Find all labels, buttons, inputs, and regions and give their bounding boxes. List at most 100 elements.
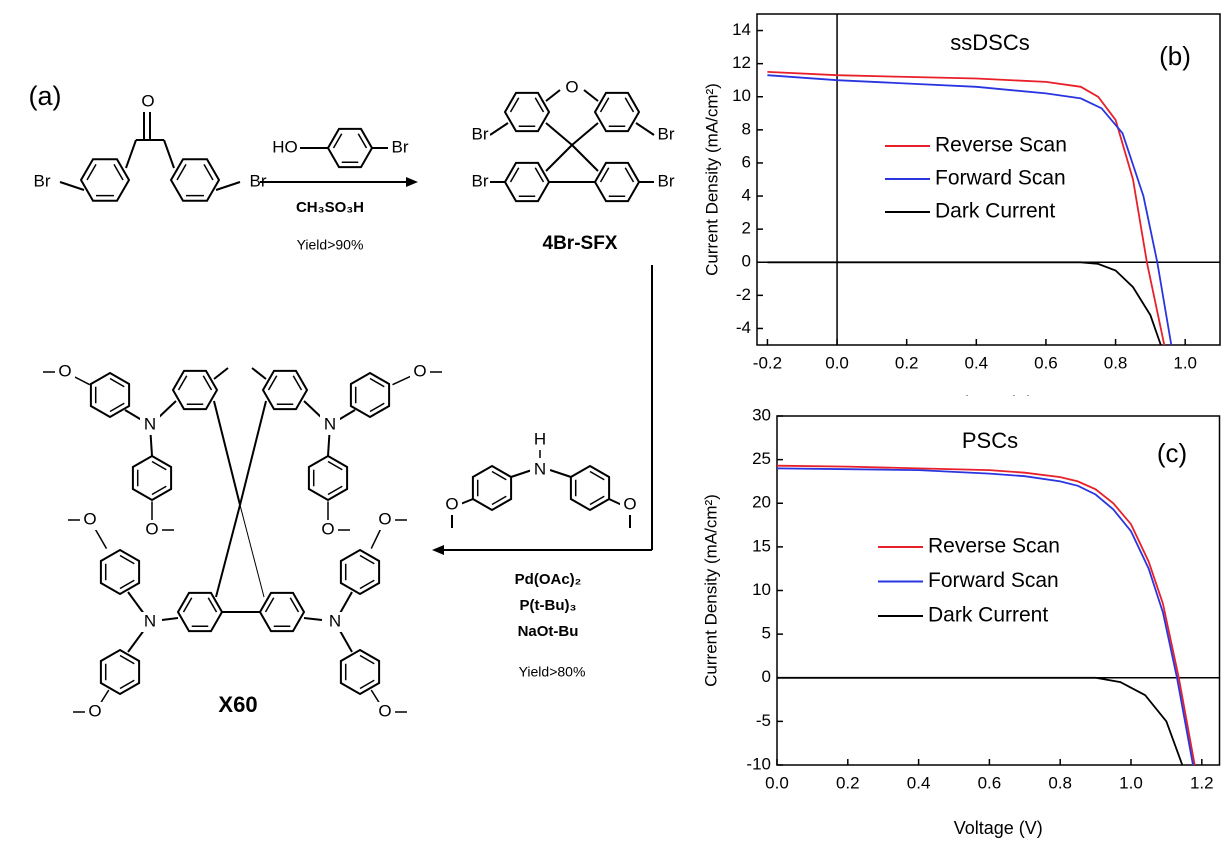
atom-label: N (144, 611, 156, 630)
atom-label: O (378, 701, 391, 720)
atom-bg (375, 702, 395, 722)
series-line (776, 464, 1196, 766)
ring (569, 464, 611, 512)
bond (327, 460, 343, 471)
ring (349, 371, 391, 419)
bond (292, 375, 303, 391)
y-tick-label: 14 (732, 20, 751, 39)
bond (332, 133, 343, 149)
ring (169, 158, 221, 202)
atom-bg (275, 138, 295, 158)
ring (503, 161, 551, 203)
ring (79, 158, 131, 202)
bond (359, 654, 375, 665)
yield: Yield>90% (297, 237, 364, 253)
bond (359, 554, 375, 565)
legend-label: Reverse Scan (935, 134, 1067, 157)
x-tick-label: 0.4 (964, 353, 988, 372)
atom-label: O (58, 361, 71, 380)
bond (491, 495, 507, 506)
ring (261, 369, 309, 411)
series-line (776, 467, 1194, 766)
panel-label: (a) (29, 81, 62, 111)
atom-bg (375, 510, 395, 530)
y-tick-label: 30 (752, 405, 771, 424)
legend-label: Reverse Scan (928, 535, 1060, 558)
atom-bg (32, 172, 52, 192)
series-line (767, 74, 1173, 346)
bond (303, 400, 323, 419)
bond (571, 144, 599, 172)
bond (357, 133, 368, 149)
x-tick-label: 0.0 (765, 773, 789, 792)
y-tick-label: 10 (732, 86, 751, 105)
legend-label: Dark Current (928, 604, 1048, 627)
atom-bg (562, 78, 582, 98)
x-tick-label: 0.0 (825, 353, 849, 372)
panel-bg (690, 396, 1231, 416)
atom-label: Br (34, 171, 51, 190)
ring (471, 464, 513, 512)
atom-bg (142, 520, 162, 540)
bond (113, 164, 124, 181)
panel-label: (b) (1159, 41, 1191, 71)
bond (549, 469, 572, 478)
ring (176, 591, 224, 633)
bond (571, 122, 599, 146)
ring (99, 648, 141, 696)
ring (89, 371, 131, 419)
atom-label: HO (272, 137, 298, 156)
bond (369, 377, 385, 388)
y-tick-label: 10 (752, 580, 771, 599)
atom-label: O (141, 91, 154, 110)
legend-label: Forward Scan (935, 167, 1066, 190)
atom-bg (80, 510, 100, 530)
bond (125, 139, 137, 169)
x-tick-label: 0.2 (895, 353, 919, 372)
bond (202, 375, 213, 391)
x-tick-label: 0.6 (1034, 353, 1058, 372)
x-axis-label: Voltage (V) (954, 818, 1043, 838)
chart-title: ssDSCs (950, 30, 1029, 55)
bond (151, 460, 167, 471)
bond (289, 597, 300, 613)
atom-label: N (324, 414, 336, 433)
y-tick-label: -2 (736, 285, 751, 304)
atom-bg (325, 612, 345, 632)
atom-bg (140, 612, 160, 632)
ring (258, 591, 306, 633)
x-tick-label: 0.8 (1104, 353, 1128, 372)
bond (109, 402, 125, 413)
bond (510, 469, 533, 478)
bond (267, 375, 278, 391)
x-tick-label: 0.6 (978, 773, 1002, 792)
ring (131, 454, 173, 502)
y-tick-label: 6 (742, 152, 751, 171)
bond (635, 122, 655, 136)
bond (239, 400, 267, 506)
bond (264, 597, 275, 613)
atom-bg (248, 172, 268, 192)
reagent: P(t-Bu)₃ (520, 597, 577, 614)
bond (583, 89, 599, 102)
reagent: Pd(OAc)₂ (515, 571, 582, 588)
yield: Yield>80% (519, 664, 586, 680)
x-tick-label: 1.0 (1173, 353, 1197, 372)
atom-bg (85, 702, 105, 722)
bond (213, 400, 241, 506)
series-line (767, 261, 1162, 346)
ring (99, 548, 141, 596)
atom-label: O (623, 494, 636, 513)
atom-bg (442, 495, 462, 515)
ring (593, 161, 641, 203)
bond (177, 375, 188, 391)
bond (589, 495, 605, 506)
bond (608, 498, 623, 506)
chart: Voltage (V) -10 -5 0 5 10 15 20 25 30 0.0 0.2 0.4 0.6… (701, 405, 1221, 838)
bond (359, 679, 375, 690)
y-axis-label: Current Density (mA/cm²) (702, 83, 721, 276)
bond (545, 122, 573, 146)
y-tick-label: 4 (742, 186, 751, 205)
atom-label: O (413, 361, 426, 380)
